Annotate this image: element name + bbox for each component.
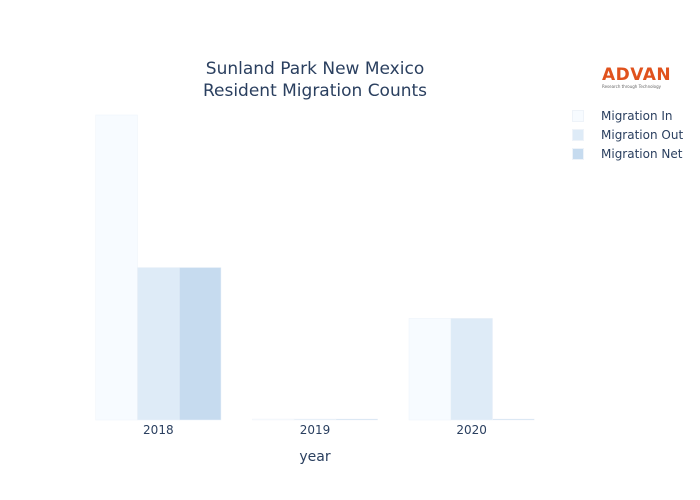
bar-migration-net-2019[interactable] — [335, 418, 378, 421]
legend-swatch-migration-in — [572, 109, 584, 122]
legend-item-migration-in[interactable]: Migration In — [572, 106, 683, 125]
logo-text: ADVAN — [602, 65, 672, 85]
advan-logo: ADVAN Research through Technology — [602, 66, 672, 89]
legend-swatch-migration-out — [572, 128, 584, 141]
x-tick-label-2020: 2020 — [456, 423, 487, 437]
bars-layer — [95, 114, 535, 421]
bar-migration-out-2020[interactable] — [450, 318, 493, 421]
bar-migration-in-2020[interactable] — [408, 318, 452, 421]
legend-item-migration-net[interactable]: Migration Net — [572, 144, 683, 163]
x-axis-title: year — [299, 449, 330, 465]
legend-swatch-migration-net — [572, 147, 584, 160]
legend: Migration In Migration Out Migration Net — [572, 106, 683, 163]
legend-label-migration-net: Migration Net — [601, 146, 683, 161]
logo-tagline: Research through Technology — [602, 84, 662, 89]
bar-migration-out-2018[interactable] — [137, 267, 180, 421]
chart-title-line-2: Resident Migration Counts — [202, 81, 428, 101]
legend-item-migration-out[interactable]: Migration Out — [572, 125, 683, 144]
x-tick-label-2019: 2019 — [300, 423, 331, 437]
bar-migration-out-2019[interactable] — [293, 418, 337, 421]
bar-migration-in-2018[interactable] — [95, 114, 138, 421]
bar-migration-net-2018[interactable] — [178, 267, 222, 421]
legend-label-migration-out: Migration Out — [601, 127, 684, 142]
bar-migration-net-2020[interactable] — [492, 418, 535, 421]
legend-label-migration-in: Migration In — [601, 108, 673, 123]
x-tick-label-2018: 2018 — [143, 423, 174, 437]
chart-title-line-1: Sunland Park New Mexico — [205, 59, 425, 79]
bar-migration-in-2019[interactable] — [252, 418, 295, 421]
x-tick-labels: 2018 2019 2020 — [143, 423, 487, 437]
